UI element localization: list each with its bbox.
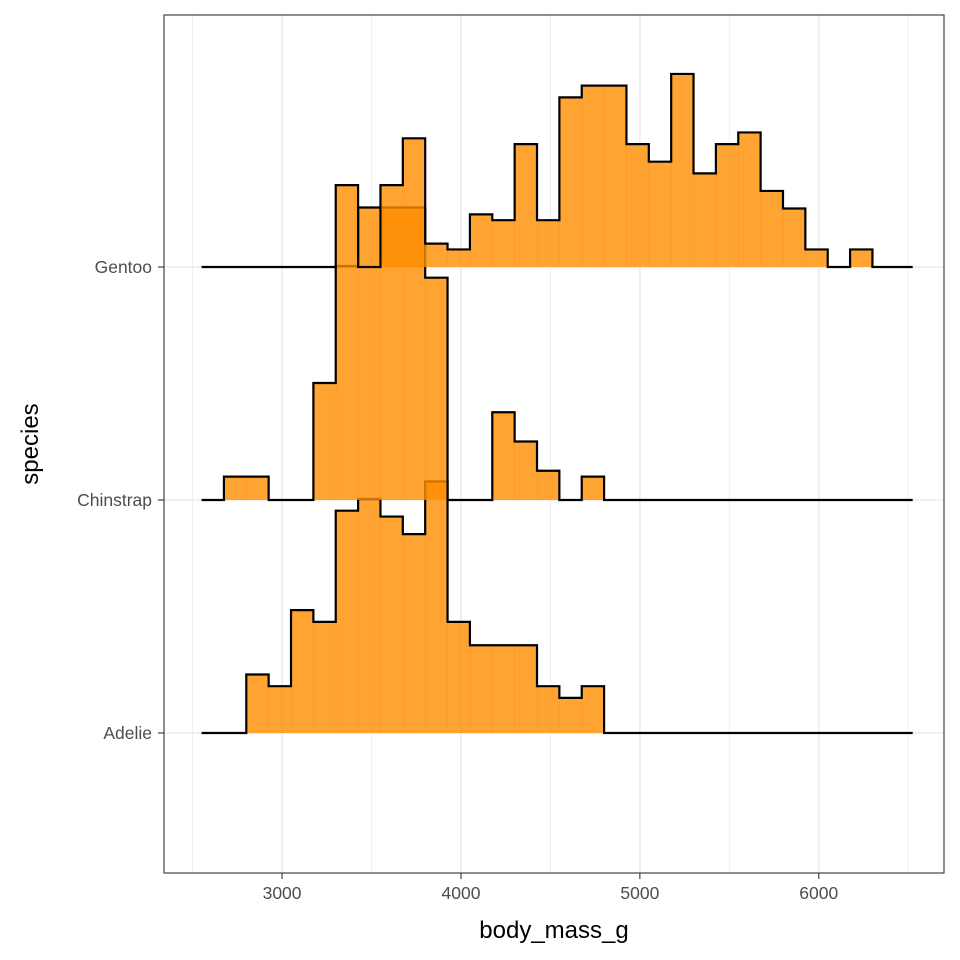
x-axis: 3000 4000 5000 6000 [263, 873, 838, 903]
histogram-bar [425, 481, 448, 733]
histogram-bar [626, 144, 650, 267]
histogram-bar [402, 534, 426, 733]
x-tick-label: 3000 [263, 883, 302, 903]
histogram-bar [335, 510, 359, 733]
histogram-bar [335, 266, 359, 500]
histogram-bar [738, 132, 762, 267]
histogram-bar [447, 249, 471, 267]
histogram-bar [268, 686, 292, 733]
y-axis: Adelie Chinstrap Gentoo [77, 257, 164, 743]
histogram-bar [492, 645, 516, 733]
histogram-bar [559, 97, 583, 267]
histogram-bar [581, 85, 605, 268]
histogram-bar [291, 610, 314, 733]
ridge-outline [201, 206, 913, 502]
histogram-bar [469, 645, 493, 733]
histogram-bar [648, 161, 672, 267]
y-tick-label: Gentoo [95, 257, 152, 277]
histogram-bar [402, 138, 426, 267]
histogram-bar [850, 249, 873, 267]
histogram-bar [671, 73, 694, 267]
histogram-bar [469, 214, 493, 267]
histogram-bar [492, 220, 516, 267]
x-tick-label: 6000 [799, 883, 838, 903]
histogram-bar [604, 85, 627, 268]
ridges [201, 72, 913, 735]
histogram-bar [514, 144, 538, 267]
histogram-bar [358, 207, 381, 500]
histogram-bar [313, 621, 337, 733]
histogram-bar [313, 383, 337, 500]
y-axis-title: species [17, 403, 44, 484]
histogram-bar [514, 645, 538, 733]
histogram-bar [537, 686, 560, 733]
plot-border [163, 14, 945, 874]
y-tick-label: Adelie [103, 723, 152, 743]
x-tick-label: 4000 [442, 883, 481, 903]
histogram-bar [246, 674, 270, 733]
y-tick-label: Chinstrap [77, 490, 152, 510]
histogram-bar [514, 441, 538, 500]
x-tick-label: 5000 [620, 883, 659, 903]
histogram-bar [581, 476, 605, 500]
histogram-bar [537, 220, 560, 267]
ridge-outline [201, 480, 913, 735]
histogram-bar [380, 207, 404, 500]
histogram-bar [246, 476, 270, 500]
histogram-bar [760, 190, 784, 267]
histogram-bar [380, 516, 404, 733]
histogram-bar [715, 144, 739, 267]
histogram-bar [358, 499, 381, 733]
histogram-bar [581, 686, 605, 733]
ridge-chinstrap [201, 206, 913, 502]
histogram-bar [559, 697, 583, 733]
histogram-bar [693, 173, 717, 267]
histogram-bar [805, 249, 829, 267]
histogram-bar [782, 208, 806, 267]
histogram-bar [537, 470, 560, 500]
plot-panel [164, 15, 944, 873]
histogram-bar [402, 207, 426, 500]
ridge-adelie [201, 480, 913, 735]
histogram-bar [492, 412, 516, 500]
histogram-bar [223, 476, 247, 500]
histogram-bar [447, 621, 471, 733]
histogram-bar [335, 185, 359, 267]
histogram-bar [380, 185, 404, 267]
x-axis-title: body_mass_g [479, 917, 628, 944]
histogram-bar [425, 243, 448, 267]
ridge-outline [201, 72, 913, 269]
histogram-bar [425, 277, 448, 500]
ridge-gentoo [201, 72, 913, 269]
